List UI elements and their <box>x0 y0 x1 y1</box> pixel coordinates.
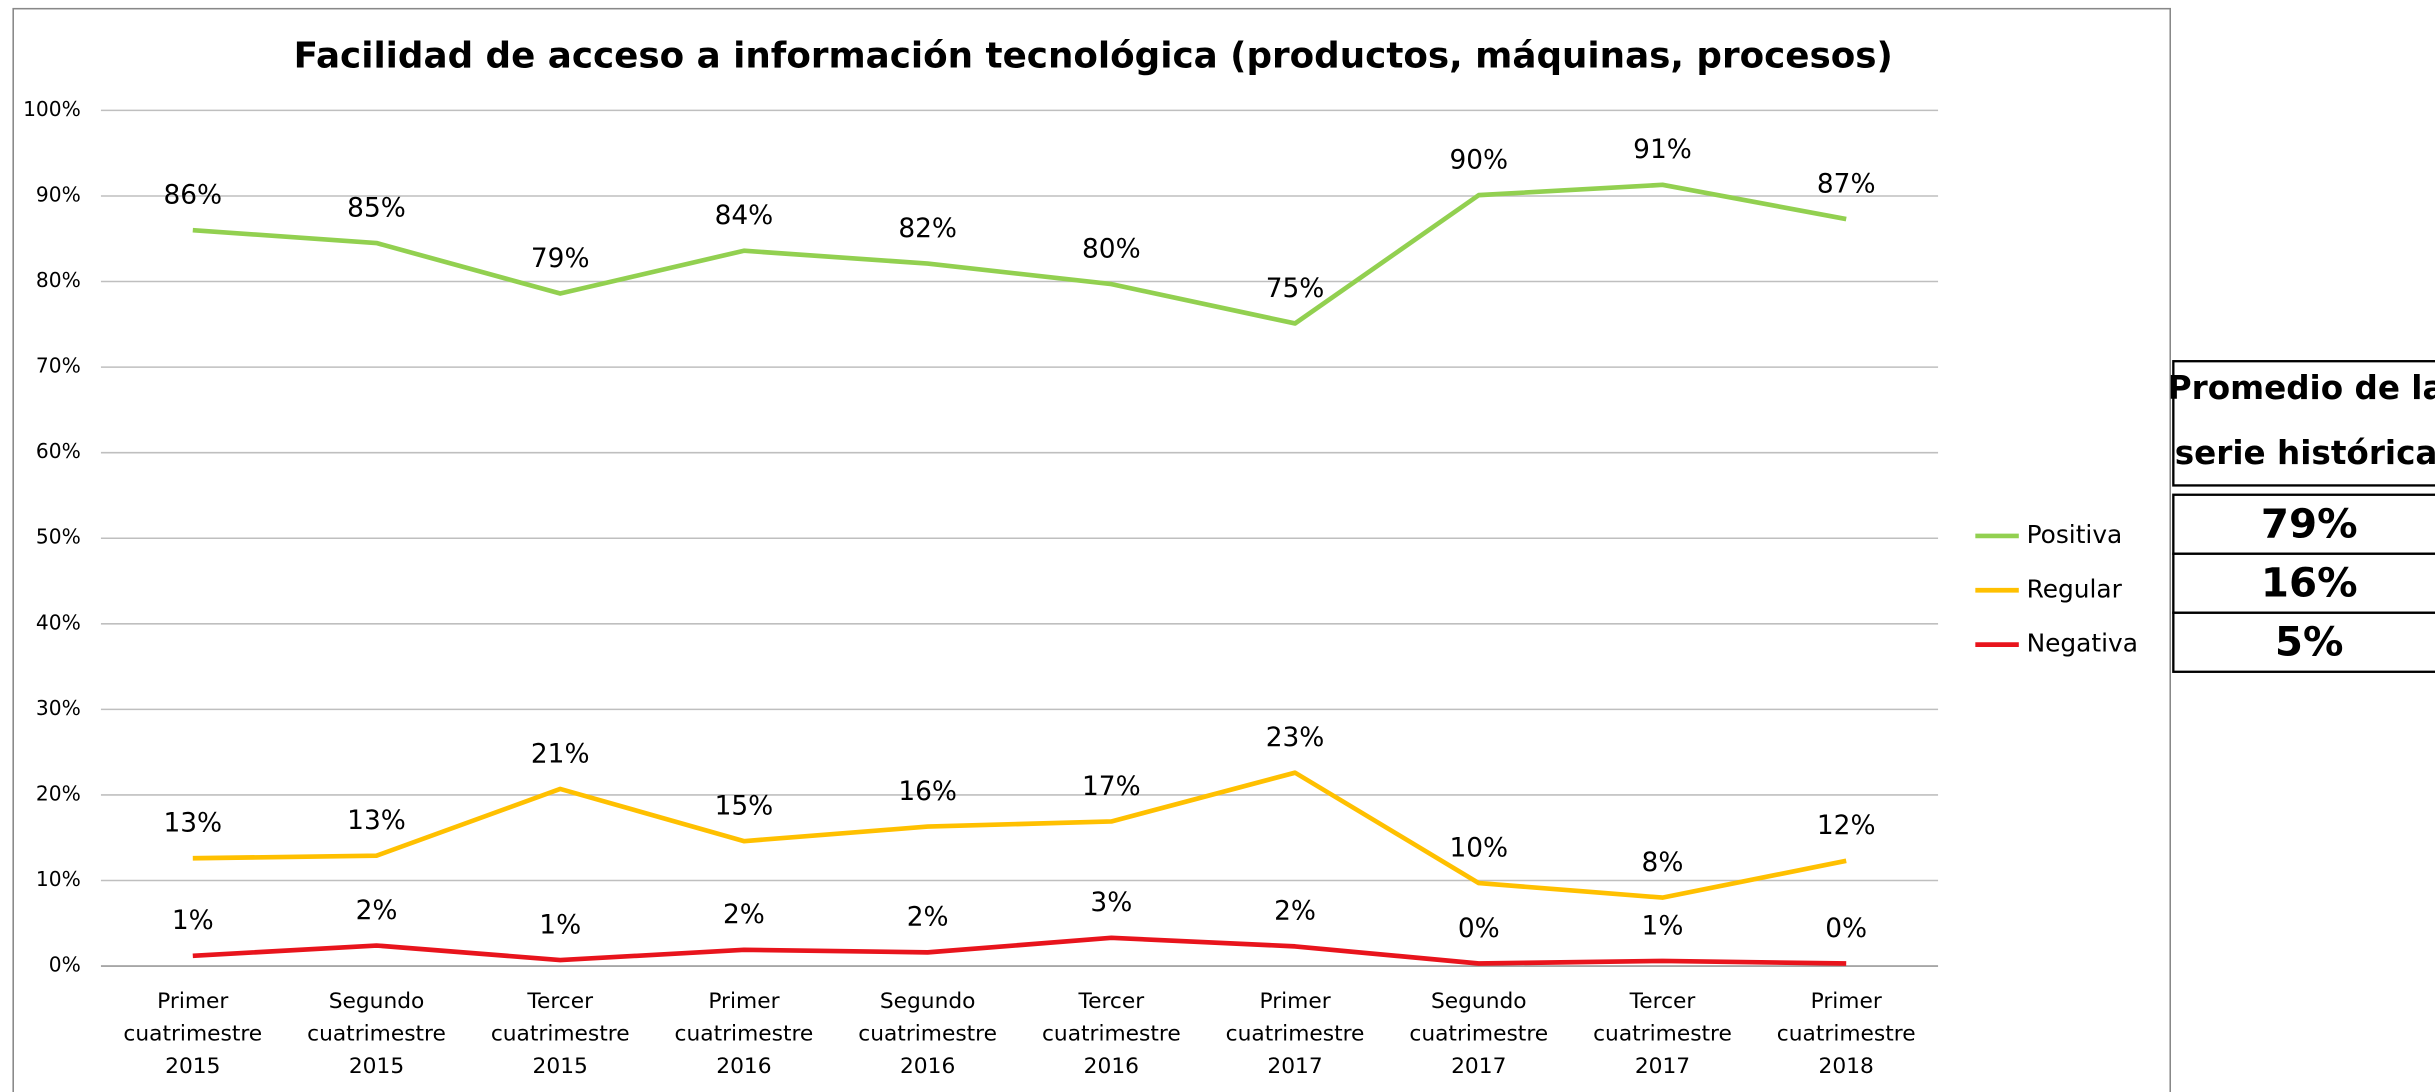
y-tick-label: 10% <box>36 867 81 891</box>
data-label: 90% <box>1449 145 1508 175</box>
data-label: 85% <box>347 193 406 223</box>
y-tick-label: 0% <box>49 953 81 977</box>
x-tick-label: 2016 <box>900 1054 955 1079</box>
data-label: 1% <box>172 906 214 936</box>
summary-cell <box>2172 611 2435 673</box>
legend-label: Regular <box>2027 574 2123 603</box>
x-tick-label: cuatrimestre <box>491 1021 630 1046</box>
data-label: 15% <box>715 791 774 821</box>
chart-title: Facilidad de acceso a información tecnol… <box>294 36 1893 77</box>
x-tick-label: Tercer <box>1629 989 1696 1014</box>
data-label: 82% <box>898 214 957 244</box>
x-tick-label: 2017 <box>1451 1054 1506 1079</box>
x-tick-label: cuatrimestre <box>307 1021 446 1046</box>
data-label: 16% <box>898 777 957 807</box>
x-tick-label: cuatrimestre <box>858 1021 997 1046</box>
x-tick-label: Segundo <box>329 989 425 1014</box>
x-tick-label: 2015 <box>165 1054 220 1079</box>
y-tick-label: 20% <box>36 781 81 805</box>
series-line <box>192 770 1847 900</box>
data-label: 17% <box>1082 772 1141 802</box>
data-label: 2% <box>356 896 398 926</box>
x-tick-label: 2018 <box>1819 1054 1874 1079</box>
data-label: 2% <box>723 900 765 930</box>
data-label: 0% <box>1458 914 1500 944</box>
y-tick-label: 60% <box>36 439 81 463</box>
series-line <box>192 935 1847 966</box>
data-label: 0% <box>1825 914 1867 944</box>
x-tick-label: 2015 <box>349 1054 404 1079</box>
data-label: 87% <box>1817 169 1876 199</box>
x-tick-label: cuatrimestre <box>1409 1021 1548 1046</box>
x-tick-label: Primer <box>1259 989 1330 1014</box>
y-tick-label: 30% <box>36 696 81 720</box>
data-label: 23% <box>1266 723 1325 753</box>
x-tick-label: cuatrimestre <box>1042 1021 1181 1046</box>
data-label: 21% <box>531 739 590 769</box>
summary-title: Promedio de la <box>2168 369 2435 407</box>
summary-value: 5% <box>2275 619 2344 666</box>
data-label: 13% <box>347 806 406 836</box>
x-tick-label: Primer <box>1811 989 1882 1014</box>
x-tick-label: cuatrimestre <box>675 1021 814 1046</box>
data-label: 2% <box>907 903 949 933</box>
summary-title: serie histórica <box>2175 434 2435 472</box>
x-tick-label: 2016 <box>716 1054 771 1079</box>
legend-label: Negativa <box>2027 629 2138 658</box>
x-tick-label: 2017 <box>1267 1054 1322 1079</box>
legend-label: Positiva <box>2027 520 2123 549</box>
y-tick-label: 90% <box>36 182 81 206</box>
x-tick-label: cuatrimestre <box>1226 1021 1365 1046</box>
data-label: 1% <box>1642 911 1684 941</box>
data-label: 1% <box>539 910 581 940</box>
y-tick-label: 80% <box>36 268 81 292</box>
y-tick-label: 100% <box>23 97 81 121</box>
series-line <box>192 182 1847 326</box>
x-tick-label: 2017 <box>1635 1054 1690 1079</box>
data-label: 86% <box>163 181 222 211</box>
data-label: 80% <box>1082 234 1141 264</box>
data-label: 3% <box>1090 888 1132 918</box>
y-tick-label: 40% <box>36 610 81 634</box>
y-tick-label: 70% <box>36 354 81 378</box>
data-label: 10% <box>1449 833 1508 863</box>
x-tick-label: cuatrimestre <box>1777 1021 1916 1046</box>
chart-frame <box>12 7 2172 1092</box>
summary-value: 16% <box>2261 560 2358 607</box>
data-label: 12% <box>1817 811 1876 841</box>
summary-header <box>2172 360 2435 487</box>
x-tick-label: Primer <box>708 989 779 1014</box>
x-tick-label: Segundo <box>1431 989 1527 1014</box>
x-tick-label: Tercer <box>1078 989 1145 1014</box>
data-label: 8% <box>1642 848 1684 878</box>
summary-cell <box>2172 493 2435 555</box>
x-tick-label: Tercer <box>526 989 593 1014</box>
data-label: 13% <box>163 809 222 839</box>
data-label: 79% <box>531 244 590 274</box>
summary-cell <box>2172 552 2435 614</box>
x-tick-label: Segundo <box>880 989 976 1014</box>
x-tick-label: 2016 <box>1084 1054 1139 1079</box>
data-label: 91% <box>1633 135 1692 165</box>
data-label: 84% <box>715 201 774 231</box>
data-label: 2% <box>1274 897 1316 927</box>
x-tick-label: 2015 <box>533 1054 588 1079</box>
x-tick-label: cuatrimestre <box>1593 1021 1732 1046</box>
data-label: 75% <box>1266 274 1325 304</box>
y-tick-label: 50% <box>36 525 81 549</box>
x-tick-label: cuatrimestre <box>123 1021 262 1046</box>
summary-value: 79% <box>2261 501 2358 548</box>
x-tick-label: Primer <box>157 989 228 1014</box>
